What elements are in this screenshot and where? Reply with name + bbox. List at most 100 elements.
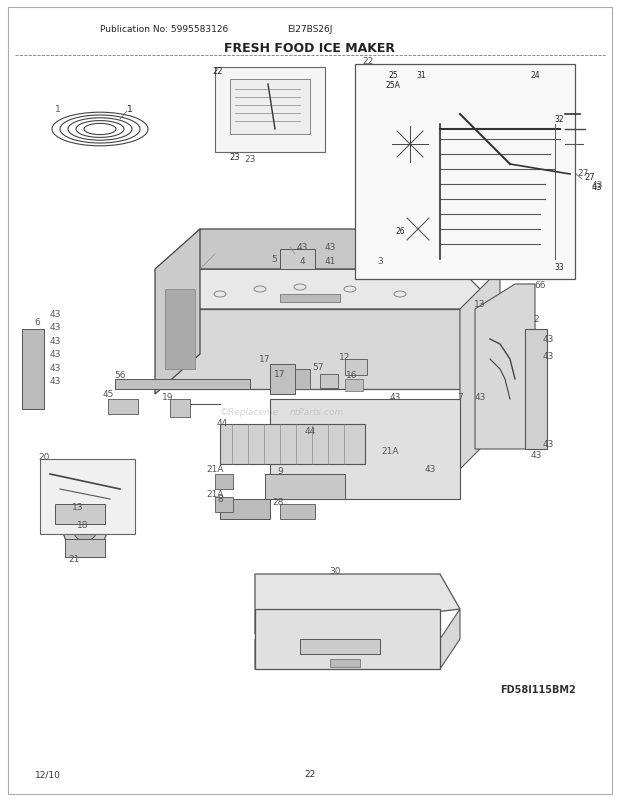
- Text: ntParts.com: ntParts.com: [290, 407, 344, 416]
- Polygon shape: [160, 310, 460, 390]
- Polygon shape: [220, 433, 360, 439]
- Text: Publication No: 5995583126: Publication No: 5995583126: [100, 26, 228, 34]
- Polygon shape: [255, 574, 460, 634]
- Text: 20: 20: [38, 453, 50, 462]
- Text: 43: 43: [591, 181, 603, 190]
- Text: 25: 25: [388, 71, 398, 79]
- Polygon shape: [270, 399, 460, 500]
- Text: 24: 24: [530, 71, 540, 79]
- Text: 43: 43: [50, 364, 61, 373]
- Text: 3: 3: [377, 257, 383, 266]
- Text: 19: 19: [162, 393, 174, 402]
- Circle shape: [73, 517, 97, 541]
- Text: 43: 43: [424, 465, 436, 474]
- Bar: [345, 379, 363, 391]
- Text: 21A: 21A: [381, 447, 399, 456]
- Polygon shape: [160, 269, 500, 310]
- Text: 23: 23: [244, 156, 255, 164]
- Text: 43: 43: [50, 337, 61, 346]
- Circle shape: [29, 371, 37, 379]
- Circle shape: [532, 361, 540, 369]
- Text: 44: 44: [304, 427, 316, 436]
- Bar: [40, 460, 135, 534]
- Text: 43: 43: [50, 350, 61, 359]
- Text: 1: 1: [127, 105, 133, 115]
- Text: EI27BS26J: EI27BS26J: [287, 26, 333, 34]
- Polygon shape: [255, 610, 460, 669]
- Text: 43: 43: [50, 323, 61, 332]
- Polygon shape: [220, 429, 360, 435]
- Text: FRESH FOOD ICE MAKER: FRESH FOOD ICE MAKER: [224, 42, 396, 55]
- Text: 17: 17: [259, 355, 271, 364]
- Polygon shape: [220, 445, 360, 451]
- Bar: [355, 65, 575, 280]
- Text: 8: 8: [217, 495, 223, 504]
- Bar: [525, 330, 547, 449]
- Circle shape: [29, 341, 37, 349]
- Bar: [170, 399, 190, 418]
- Text: 43: 43: [50, 310, 61, 319]
- Bar: [215, 497, 233, 512]
- Text: 43: 43: [389, 393, 401, 402]
- Bar: [280, 294, 340, 302]
- Circle shape: [532, 415, 540, 423]
- Text: 45: 45: [102, 390, 113, 399]
- Text: 6: 6: [34, 318, 40, 327]
- Text: 56: 56: [114, 371, 126, 380]
- Bar: [295, 370, 310, 390]
- Bar: [345, 359, 367, 375]
- Text: 43: 43: [50, 377, 61, 386]
- Circle shape: [63, 508, 107, 551]
- Text: 26: 26: [395, 227, 405, 237]
- Bar: [165, 290, 195, 370]
- Polygon shape: [155, 229, 200, 395]
- Text: 12/10: 12/10: [35, 770, 61, 779]
- Text: 21A: 21A: [206, 465, 224, 474]
- Bar: [215, 475, 233, 489]
- Text: 28: 28: [272, 498, 284, 507]
- Text: 23: 23: [229, 152, 241, 161]
- Text: 1: 1: [55, 105, 61, 115]
- Text: 22: 22: [213, 67, 223, 76]
- Bar: [220, 424, 365, 464]
- Bar: [300, 639, 380, 654]
- Text: 13: 13: [73, 503, 84, 512]
- Text: 5: 5: [271, 255, 277, 264]
- Text: 2: 2: [533, 315, 539, 324]
- Bar: [55, 504, 105, 525]
- Text: 43: 43: [324, 243, 335, 252]
- Polygon shape: [220, 437, 360, 443]
- Text: 18: 18: [78, 520, 89, 529]
- Text: 4: 4: [299, 257, 305, 266]
- Polygon shape: [160, 229, 500, 269]
- Text: 12: 12: [339, 353, 351, 362]
- Bar: [115, 379, 250, 390]
- Text: 30: 30: [329, 567, 341, 576]
- Text: 44: 44: [216, 419, 228, 428]
- Text: 16: 16: [346, 371, 358, 380]
- Bar: [320, 375, 338, 388]
- Text: FD58I115BM2: FD58I115BM2: [500, 684, 576, 695]
- Text: 17: 17: [274, 370, 286, 379]
- Circle shape: [29, 386, 37, 394]
- Text: 66: 66: [534, 280, 546, 290]
- Polygon shape: [475, 285, 535, 449]
- Bar: [22, 330, 44, 410]
- Text: ©Replaceme: ©Replaceme: [220, 407, 279, 416]
- Bar: [215, 68, 325, 153]
- Text: 31: 31: [416, 71, 426, 79]
- Circle shape: [532, 391, 540, 399]
- Bar: [265, 475, 345, 500]
- Text: 25A: 25A: [386, 81, 401, 91]
- Text: 43: 43: [474, 393, 485, 402]
- Text: 13: 13: [474, 300, 485, 309]
- Bar: [220, 500, 270, 520]
- Text: 9: 9: [277, 467, 283, 476]
- Text: 43: 43: [542, 440, 554, 449]
- Bar: [108, 399, 138, 415]
- Text: 43: 43: [591, 184, 602, 192]
- Text: 22: 22: [362, 58, 374, 67]
- Text: 43: 43: [542, 352, 554, 361]
- Bar: [280, 249, 315, 269]
- Bar: [230, 80, 310, 135]
